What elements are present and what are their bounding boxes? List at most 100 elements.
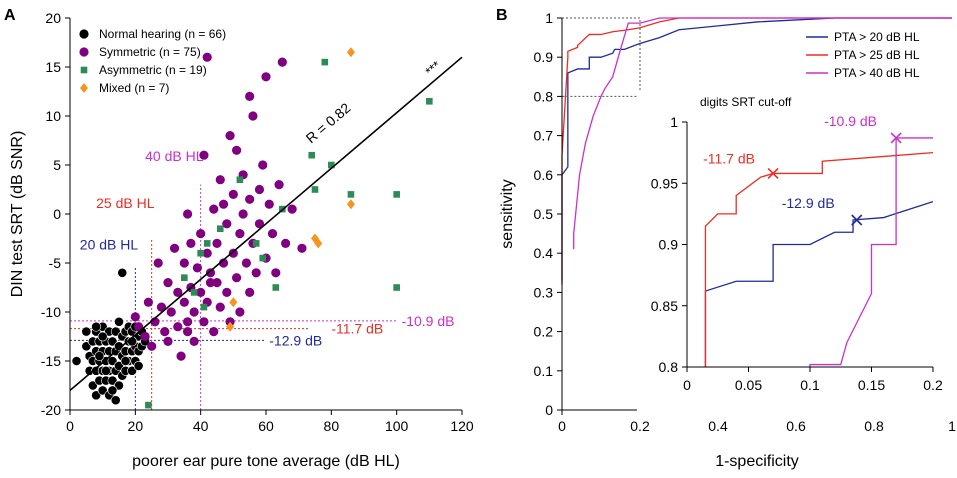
symmetric-point	[192, 263, 202, 273]
inset-curve-pta25	[704, 151, 934, 367]
symmetric-point	[228, 248, 238, 258]
y-tick-label: -10	[41, 304, 61, 320]
symmetric-point	[264, 199, 274, 209]
symmetric-point	[196, 229, 206, 239]
asymmetric-point	[252, 240, 260, 247]
roc-x-tick-label: 0	[558, 418, 566, 434]
symmetric-point	[218, 199, 229, 209]
legend-label-mixed: Mixed (n = 7)	[99, 81, 169, 95]
symmetric-point	[215, 175, 225, 185]
mixed-point	[346, 199, 355, 210]
symmetric-point	[277, 57, 287, 67]
roc-y-tick-label: 0.8	[534, 88, 554, 104]
symmetric-point	[254, 219, 265, 229]
inset-y-tick-label: 1	[670, 114, 678, 130]
symmetric-point	[215, 302, 225, 312]
inset-title: digits SRT cut-off	[700, 95, 792, 109]
symmetric-point	[271, 268, 281, 278]
cutoff-srt-label-25: -11.7 dB	[331, 321, 383, 337]
cutoff-pta-label-40: 40 dB HL	[145, 148, 204, 164]
y-tick-label: -5	[49, 255, 62, 271]
symmetric-point	[209, 204, 219, 214]
symmetric-point	[156, 302, 167, 312]
roc-legend-label-pta25: PTA > 25 dB HL	[834, 48, 920, 62]
symmetric-point	[173, 322, 183, 332]
symmetric-point	[153, 258, 163, 268]
legend-marker-asymmetric	[80, 66, 88, 74]
normal-point	[87, 380, 98, 391]
cutoff-srt-label-40: -10.9 dB	[402, 313, 455, 329]
symmetric-point	[140, 331, 150, 342]
cutoff-pta-label-20: 20 dB HL	[80, 236, 139, 252]
cutoff-pta-label-25: 25 dB HL	[96, 195, 155, 211]
roc-y-tick-label: 0.3	[534, 284, 554, 300]
symmetric-point	[163, 278, 173, 288]
normal-point	[107, 385, 118, 396]
x-tick-label: 80	[324, 418, 340, 434]
normal-point	[94, 351, 105, 361]
asymmetric-point	[308, 151, 316, 159]
mixed-point	[226, 321, 235, 332]
roc-legend-label-pta40: PTA > 40 dB HL	[834, 66, 920, 80]
symmetric-point	[222, 287, 232, 297]
asymmetric-point	[393, 191, 400, 198]
symmetric-point	[199, 317, 209, 327]
roc-curve-pta20	[561, 17, 952, 285]
symmetric-point	[176, 351, 186, 361]
symmetric-point	[183, 317, 193, 327]
symmetric-point	[245, 194, 255, 204]
y-tick-label: 10	[45, 108, 61, 124]
symmetric-point	[241, 258, 251, 268]
symmetric-point	[225, 131, 235, 141]
asymmetric-point	[181, 274, 188, 281]
symmetric-point	[287, 204, 297, 214]
inset-cutoff-marker-pta40	[890, 132, 902, 144]
symmetric-point	[281, 238, 291, 248]
roc-y-tick-label: 0.4	[534, 245, 554, 261]
asymmetric-point	[321, 58, 329, 66]
normal-point	[81, 326, 92, 337]
y-tick-label: -15	[41, 353, 61, 369]
x-tick-label: 60	[258, 418, 274, 434]
mixed-point	[314, 238, 323, 249]
normal-point	[71, 356, 82, 366]
roc-y-tick-label: 0.2	[534, 324, 554, 340]
x-axis-title: poorer ear pure tone average (dB HL)	[132, 453, 400, 470]
x-tick-label: 40	[193, 418, 209, 434]
mixed-point	[229, 297, 238, 308]
panel-label-b: B	[496, 7, 508, 24]
roc-curve-pta40	[573, 17, 952, 250]
regression-r-label: R = 0.82	[303, 99, 354, 146]
symmetric-point	[228, 189, 238, 199]
symmetric-point	[205, 278, 216, 288]
symmetric-point	[179, 258, 189, 268]
normal-point	[110, 326, 121, 337]
symmetric-point	[166, 307, 176, 317]
symmetric-point	[147, 341, 157, 351]
symmetric-point	[222, 219, 232, 229]
roc-curve-pta25	[561, 17, 952, 281]
normal-point	[114, 380, 124, 391]
roc-y-tick-label: 0.6	[534, 167, 554, 183]
regression-line	[69, 56, 463, 392]
inset-cutoff-marker-pta25	[767, 167, 779, 180]
normal-point	[81, 341, 92, 352]
roc-legend-label-pta20: PTA > 20 dB HL	[834, 30, 920, 44]
symmetric-point	[218, 258, 229, 268]
symmetric-point	[232, 273, 242, 283]
roc-y-tick-label: 0.1	[534, 363, 554, 379]
roc-x-tick-label: 0.2	[630, 418, 650, 434]
normal-point	[107, 356, 118, 366]
x-tick-label: 100	[385, 418, 409, 434]
inset-cutoff-marker-pta20	[851, 214, 863, 226]
roc-y-tick-label: 0.5	[534, 206, 554, 222]
symmetric-point	[267, 229, 278, 239]
roc-x-axis-title: 1-specificity	[715, 453, 799, 470]
roc-legend: PTA > 20 dB HL PTA > 25 dB HL PTA > 40 dB …	[801, 26, 951, 88]
y-tick-label: -20	[41, 402, 61, 418]
scatter-legend: Normal hearing (n = 66) Symmetric (n = 75…	[79, 27, 226, 95]
symmetric-point	[261, 72, 271, 82]
inset-curve-pta40	[809, 137, 933, 367]
y-tick-label: 0	[53, 206, 61, 222]
